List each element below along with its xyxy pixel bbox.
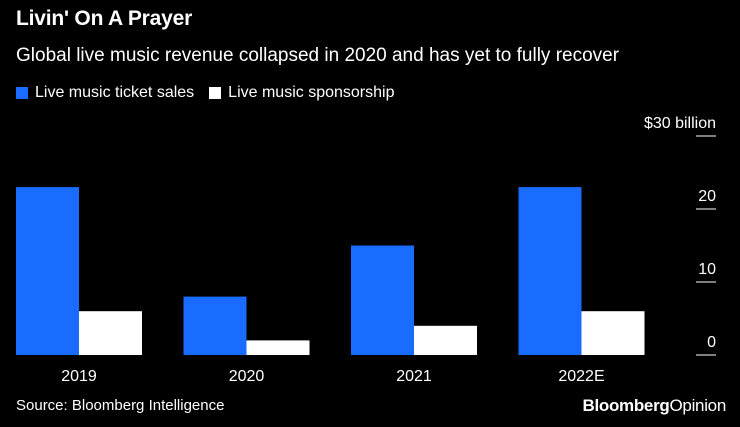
bar-sponsorship-2021 [414,325,477,355]
bloomberg-opinion-logo: BloombergOpinion [582,396,726,416]
y-tick-label-0: 0 [707,334,716,351]
y-tick-label-30: $30 billion [644,115,716,132]
source-note: Source: Bloomberg Intelligence [16,397,225,414]
legend-item-sponsorship: Live music sponsorship [209,84,394,102]
legend-swatch-ticket-sales [16,87,28,99]
legend-item-ticket-sales: Live music ticket sales [16,84,194,102]
x-tick-label-2020: 2020 [229,368,265,385]
brand-sub: Opinion [669,396,727,415]
bar-ticket-sales-2019 [16,187,79,355]
bar-ticket-sales-2020 [183,296,247,355]
y-tick-label-20: 20 [698,188,716,205]
y-tick-label-10: 10 [698,261,716,278]
legend-label-ticket-sales: Live music ticket sales [35,84,195,101]
legend-label-sponsorship: Live music sponsorship [228,84,395,101]
bar-sponsorship-2022e [581,311,645,355]
bar-ticket-sales-2022e [518,187,582,355]
chart-subtitle: Global live music revenue collapsed in 2… [16,45,620,66]
x-tick-label-2021: 2021 [396,368,432,385]
x-tick-label-2019: 2019 [61,368,97,385]
bar-sponsorship-2020 [246,340,310,355]
legend-swatch-sponsorship [209,87,222,99]
brand-main: Bloomberg [582,396,670,415]
chart-title: Livin' On A Prayer [16,7,193,30]
legend: Live music ticket sales Live music spons… [16,84,409,102]
bar-sponsorship-2019 [79,311,142,355]
x-tick-label-2022e: 2022E [558,368,604,385]
bar-ticket-sales-2021 [351,245,414,355]
